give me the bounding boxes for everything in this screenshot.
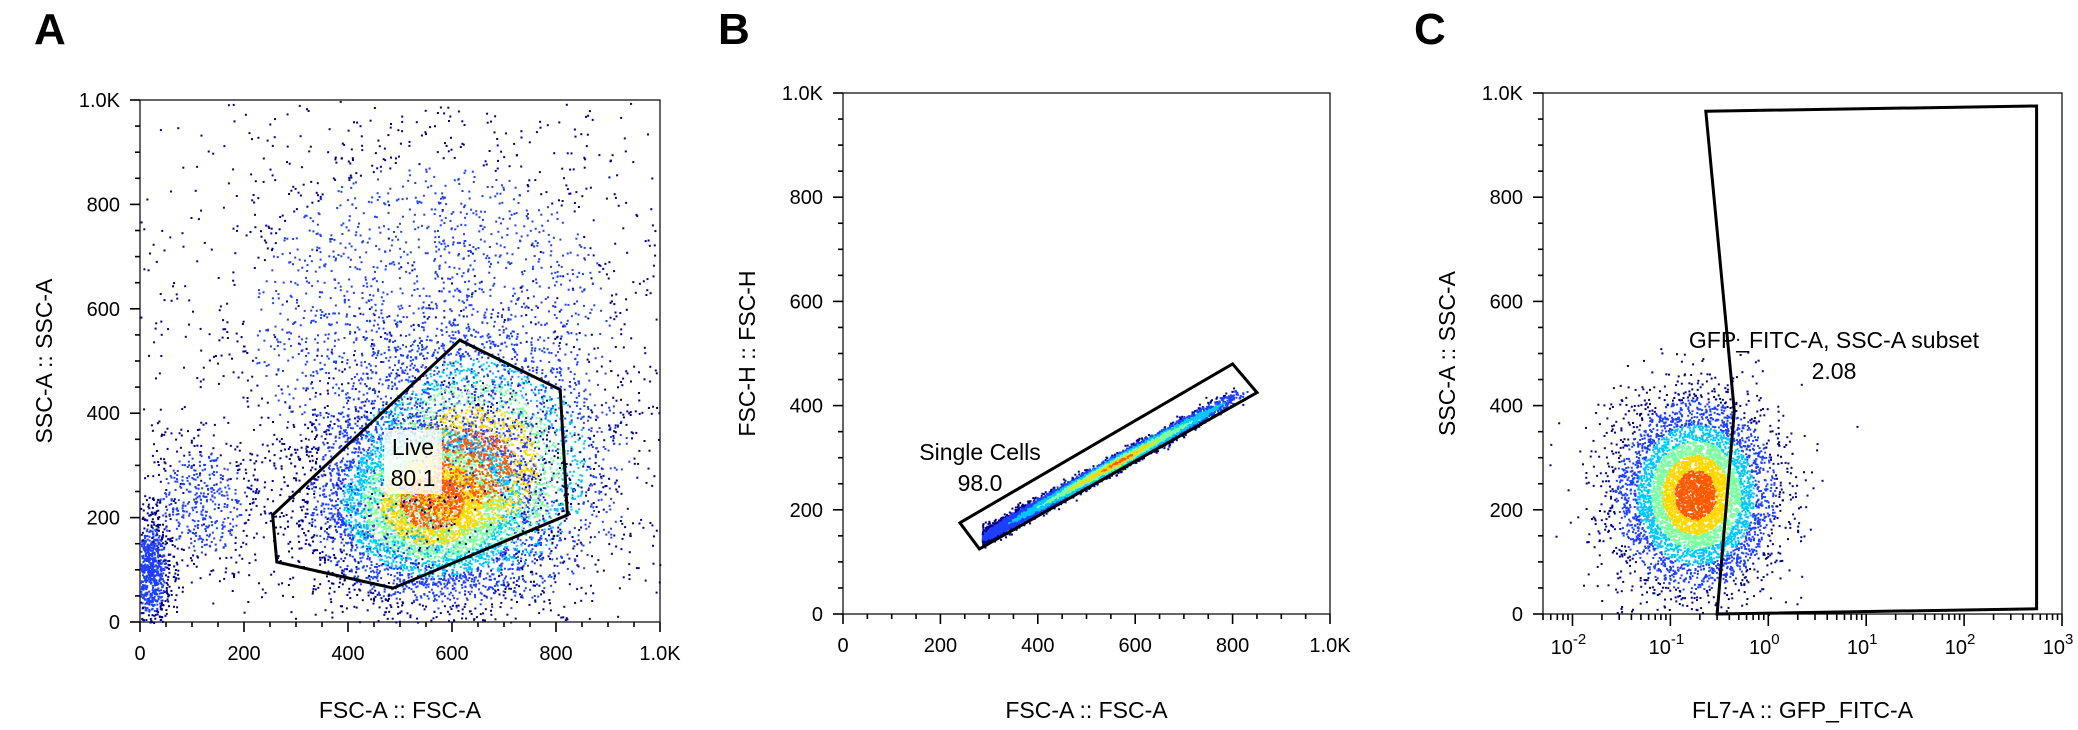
y-tick-label: 200 bbox=[1490, 500, 1523, 522]
x-tick-label: 101 bbox=[1847, 631, 1878, 659]
x-axis-label: FSC-A :: FSC-A bbox=[319, 697, 482, 723]
events bbox=[140, 101, 661, 624]
panel-c: C GFP_FITC-A, SSC-A subset 2.08 0 200 400 600… bbox=[1414, 5, 2073, 723]
plot-frame bbox=[1543, 93, 2062, 614]
y-tick-label: 0 bbox=[812, 604, 823, 626]
gate-percentage: 98.0 bbox=[958, 470, 1003, 496]
plot-frame bbox=[843, 93, 1330, 614]
x-tick-label: 102 bbox=[1945, 631, 1976, 659]
panel-a: A Live 80.1 0 200 400 600 800 1.0K 0 200 400 600 800… bbox=[31, 5, 681, 723]
x-tick-label: 200 bbox=[227, 643, 260, 665]
panel-letter-a: A bbox=[34, 5, 66, 54]
gate-polygon[interactable] bbox=[1706, 106, 2037, 614]
x-tick-label: 800 bbox=[539, 643, 572, 665]
y-tick-label: 400 bbox=[1490, 396, 1523, 418]
y-tick-label: 400 bbox=[87, 403, 120, 425]
plot-b: Single Cells 98.0 0 200 400 600 800 1.0K 0 200 400… bbox=[734, 83, 1351, 723]
panel-letter-c: C bbox=[1414, 5, 1446, 54]
x-axis-label: FL7-A :: GFP_FITC-A bbox=[1692, 697, 1914, 723]
y-tick-label: 400 bbox=[790, 396, 823, 418]
x-tick-label: 0 bbox=[837, 635, 848, 657]
gate-percentage: 2.08 bbox=[1812, 358, 1857, 384]
x-tick-label: 10-1 bbox=[1649, 631, 1685, 659]
panel-letter-b: B bbox=[718, 5, 750, 54]
x-tick-label: 0 bbox=[134, 643, 145, 665]
y-tick-label: 600 bbox=[87, 299, 120, 321]
x-tick-label: 103 bbox=[2043, 631, 2074, 659]
x-tick-label: 1.0K bbox=[639, 643, 681, 665]
gate-name: Live bbox=[392, 434, 434, 460]
y-axis-label: FSC-H :: FSC-H bbox=[734, 270, 760, 436]
y-tick-label: 0 bbox=[1512, 604, 1523, 626]
x-tick-label: 200 bbox=[924, 635, 957, 657]
y-tick-label: 200 bbox=[790, 500, 823, 522]
gate-name: GFP_FITC-A, SSC-A subset bbox=[1689, 327, 1980, 353]
y-axis-label: SSC-A :: SSC-A bbox=[1434, 270, 1460, 436]
plot-c: GFP_FITC-A, SSC-A subset 2.08 0 200 400 600 80… bbox=[1434, 83, 2073, 723]
x-tick-label: 400 bbox=[331, 643, 364, 665]
x-tick-label: 600 bbox=[1119, 635, 1152, 657]
x-tick-label: 10-2 bbox=[1551, 631, 1587, 659]
y-tick-label: 1.0K bbox=[79, 90, 121, 112]
y-tick-label: 800 bbox=[1490, 187, 1523, 209]
y-tick-label: 1.0K bbox=[782, 83, 824, 105]
panel-b: B Single Cells 98.0 0 200 400 600 800 1.0K 0 200 4… bbox=[718, 5, 1351, 723]
plot-a: Live 80.1 0 200 400 600 800 1.0K 0 200 400 600 800 1.… bbox=[31, 90, 681, 723]
y-axis-label: SSC-A :: SSC-A bbox=[31, 278, 57, 444]
y-tick-label: 1.0K bbox=[1482, 83, 1524, 105]
y-tick-label: 0 bbox=[109, 612, 120, 634]
x-tick-label: 800 bbox=[1216, 635, 1249, 657]
x-tick-label: 400 bbox=[1021, 635, 1054, 657]
y-tick-label: 600 bbox=[1490, 291, 1523, 313]
y-tick-label: 800 bbox=[790, 187, 823, 209]
y-tick-label: 800 bbox=[87, 194, 120, 216]
gate-percentage: 80.1 bbox=[391, 465, 436, 491]
x-axis-label: FSC-A :: FSC-A bbox=[1005, 697, 1168, 723]
x-tick-label: 1.0K bbox=[1309, 635, 1351, 657]
x-tick-label: 100 bbox=[1749, 631, 1780, 659]
x-tick-label: 600 bbox=[435, 643, 468, 665]
y-tick-label: 600 bbox=[790, 291, 823, 313]
gate-name: Single Cells bbox=[919, 439, 1040, 465]
y-tick-label: 200 bbox=[87, 508, 120, 530]
